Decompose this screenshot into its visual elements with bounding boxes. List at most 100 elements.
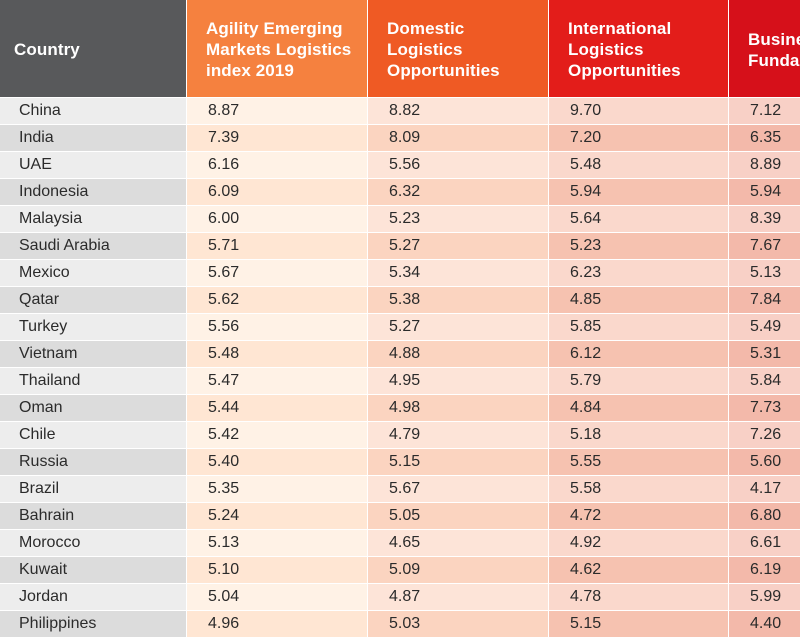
table-row: Russia 5.40 5.15 5.55 5.60 [0, 449, 800, 476]
cell-agility-index: 5.13 [187, 530, 367, 556]
cell-business-fundamentals: 6.61 [729, 530, 800, 556]
cell-agility-index: 5.48 [187, 341, 367, 367]
cell-domestic-opportunities: 5.27 [368, 233, 548, 259]
table-row: UAE 6.16 5.56 5.48 8.89 [0, 152, 800, 179]
cell-domestic-opportunities: 8.09 [368, 125, 548, 151]
cell-country: Morocco [0, 530, 186, 556]
cell-international-opportunities: 5.23 [549, 233, 728, 259]
cell-country: Philippines [0, 611, 186, 637]
cell-business-fundamentals: 6.19 [729, 557, 800, 583]
cell-business-fundamentals: 5.99 [729, 584, 800, 610]
cell-business-fundamentals: 5.60 [729, 449, 800, 475]
cell-domestic-opportunities: 5.38 [368, 287, 548, 313]
table-row: Malaysia 6.00 5.23 5.64 8.39 [0, 206, 800, 233]
cell-country: Kuwait [0, 557, 186, 583]
cell-agility-index: 5.67 [187, 260, 367, 286]
cell-agility-index: 6.00 [187, 206, 367, 232]
cell-domestic-opportunities: 5.34 [368, 260, 548, 286]
header-agility-index: Agility Emerging Markets Logistics index… [187, 0, 367, 97]
cell-international-opportunities: 5.94 [549, 179, 728, 205]
table-row: Philippines 4.96 5.03 5.15 4.40 [0, 611, 800, 638]
cell-domestic-opportunities: 5.05 [368, 503, 548, 529]
table-row: Brazil 5.35 5.67 5.58 4.17 [0, 476, 800, 503]
cell-international-opportunities: 4.72 [549, 503, 728, 529]
cell-international-opportunities: 5.55 [549, 449, 728, 475]
cell-country: Malaysia [0, 206, 186, 232]
header-agility-index-label: Agility Emerging Markets Logistics index… [206, 19, 352, 80]
cell-business-fundamentals: 7.67 [729, 233, 800, 259]
cell-agility-index: 7.39 [187, 125, 367, 151]
cell-business-fundamentals: 7.26 [729, 422, 800, 448]
cell-international-opportunities: 5.64 [549, 206, 728, 232]
cell-country: Vietnam [0, 341, 186, 367]
table-row: India 7.39 8.09 7.20 6.35 [0, 125, 800, 152]
cell-international-opportunities: 5.79 [549, 368, 728, 394]
cell-agility-index: 5.71 [187, 233, 367, 259]
cell-agility-index: 4.96 [187, 611, 367, 637]
cell-agility-index: 8.87 [187, 98, 367, 124]
table-row: Morocco 5.13 4.65 4.92 6.61 [0, 530, 800, 557]
cell-domestic-opportunities: 6.32 [368, 179, 548, 205]
cell-country: Brazil [0, 476, 186, 502]
cell-business-fundamentals: 8.39 [729, 206, 800, 232]
header-international-opportunities-label: International Logistics Opportunities [568, 19, 681, 80]
table-row: Vietnam 5.48 4.88 6.12 5.31 [0, 341, 800, 368]
cell-country: China [0, 98, 186, 124]
cell-country: Saudi Arabia [0, 233, 186, 259]
cell-country: Jordan [0, 584, 186, 610]
table-row: Mexico 5.67 5.34 6.23 5.13 [0, 260, 800, 287]
header-country: Country [0, 0, 186, 97]
cell-agility-index: 5.24 [187, 503, 367, 529]
cell-business-fundamentals: 5.49 [729, 314, 800, 340]
cell-agility-index: 5.40 [187, 449, 367, 475]
table-row: Chile 5.42 4.79 5.18 7.26 [0, 422, 800, 449]
cell-agility-index: 5.10 [187, 557, 367, 583]
table-row: Oman 5.44 4.98 4.84 7.73 [0, 395, 800, 422]
cell-agility-index: 5.44 [187, 395, 367, 421]
header-domestic-opportunities: Domestic Logistics Opportunities [368, 0, 548, 97]
cell-country: Turkey [0, 314, 186, 340]
cell-international-opportunities: 9.70 [549, 98, 728, 124]
table-row: Kuwait 5.10 5.09 4.62 6.19 [0, 557, 800, 584]
header-country-label: Country [14, 40, 80, 59]
cell-international-opportunities: 4.62 [549, 557, 728, 583]
header-business-fundamentals-label: Busine Funda [748, 30, 800, 70]
cell-domestic-opportunities: 5.27 [368, 314, 548, 340]
cell-country: Mexico [0, 260, 186, 286]
cell-agility-index: 5.62 [187, 287, 367, 313]
cell-business-fundamentals: 5.13 [729, 260, 800, 286]
cell-domestic-opportunities: 5.23 [368, 206, 548, 232]
cell-business-fundamentals: 5.84 [729, 368, 800, 394]
cell-international-opportunities: 4.85 [549, 287, 728, 313]
cell-domestic-opportunities: 5.03 [368, 611, 548, 637]
cell-international-opportunities: 5.85 [549, 314, 728, 340]
cell-country: Russia [0, 449, 186, 475]
cell-international-opportunities: 5.15 [549, 611, 728, 637]
cell-business-fundamentals: 7.84 [729, 287, 800, 313]
cell-international-opportunities: 5.58 [549, 476, 728, 502]
cell-international-opportunities: 4.92 [549, 530, 728, 556]
table-row: Jordan 5.04 4.87 4.78 5.99 [0, 584, 800, 611]
cell-international-opportunities: 6.23 [549, 260, 728, 286]
cell-country: Oman [0, 395, 186, 421]
cell-international-opportunities: 4.78 [549, 584, 728, 610]
table-row: Bahrain 5.24 5.05 4.72 6.80 [0, 503, 800, 530]
table-row: China 8.87 8.82 9.70 7.12 [0, 98, 800, 125]
cell-business-fundamentals: 7.12 [729, 98, 800, 124]
cell-agility-index: 5.42 [187, 422, 367, 448]
cell-domestic-opportunities: 8.82 [368, 98, 548, 124]
cell-country: Bahrain [0, 503, 186, 529]
cell-agility-index: 5.47 [187, 368, 367, 394]
cell-domestic-opportunities: 4.87 [368, 584, 548, 610]
cell-agility-index: 5.56 [187, 314, 367, 340]
cell-domestic-opportunities: 4.98 [368, 395, 548, 421]
cell-business-fundamentals: 4.17 [729, 476, 800, 502]
table-row: Qatar 5.62 5.38 4.85 7.84 [0, 287, 800, 314]
cell-international-opportunities: 5.18 [549, 422, 728, 448]
header-international-opportunities: International Logistics Opportunities [549, 0, 728, 97]
cell-international-opportunities: 5.48 [549, 152, 728, 178]
cell-country: Qatar [0, 287, 186, 313]
cell-international-opportunities: 6.12 [549, 341, 728, 367]
table-row: Indonesia 6.09 6.32 5.94 5.94 [0, 179, 800, 206]
